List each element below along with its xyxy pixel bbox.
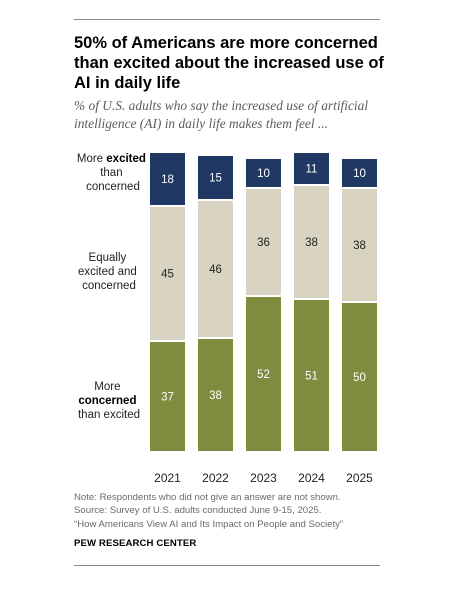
bar-excited-2025	[342, 159, 377, 187]
value-label-equally-2024: 38	[305, 237, 318, 249]
x-tick-label-2024: 2024	[298, 471, 325, 485]
value-label-excited-2022: 15	[209, 173, 222, 185]
value-label-excited-2021: 18	[161, 174, 174, 186]
report-title: “How Americans View AI and Its Impact on…	[74, 518, 344, 530]
x-tick-label-2022: 2022	[202, 471, 229, 485]
bar-concerned-2023	[246, 297, 281, 451]
value-label-equally-2025: 38	[353, 240, 366, 252]
bar-excited-2022	[198, 156, 233, 199]
row-label-excited: More excited than concerned	[77, 153, 149, 193]
value-label-excited-2025: 10	[353, 168, 366, 180]
value-label-equally-2022: 46	[209, 264, 222, 276]
value-label-equally-2021: 45	[161, 269, 174, 281]
bar-excited-2023	[246, 159, 281, 187]
value-label-concerned-2024: 51	[305, 371, 318, 383]
value-labels: 37 45 18 38 46 15 52 36 10 51 38 11 50 38 10	[161, 164, 366, 404]
bar-equally-2021	[150, 207, 185, 340]
bar-equally-2025	[342, 189, 377, 301]
value-label-equally-2023: 36	[257, 237, 270, 249]
note-text: Note: Respondents who did not give an an…	[74, 492, 341, 503]
source-text: Source: Survey of U.S. adults conducted …	[74, 505, 322, 517]
bottom-rule	[74, 565, 380, 566]
bar-equally-2023	[246, 189, 281, 295]
row-label-equally: Equally excited and concerned	[78, 252, 140, 292]
x-tick-label-2025: 2025	[346, 471, 373, 485]
chart-subtitle: % of U.S. adults who say the increased u…	[74, 98, 369, 131]
bar-excited-2021	[150, 153, 185, 205]
value-label-concerned-2021: 37	[161, 392, 174, 404]
pew-research-center-logo-text: PEW RESEARCH CENTER	[74, 538, 197, 549]
top-rule	[74, 19, 380, 20]
x-tick-label-2021: 2021	[154, 471, 181, 485]
value-label-concerned-2023: 52	[257, 369, 270, 381]
bars	[150, 153, 377, 451]
bar-equally-2024	[294, 186, 329, 298]
bar-equally-2022	[198, 201, 233, 337]
bar-concerned-2021	[150, 342, 185, 451]
bar-excited-2024	[294, 153, 329, 184]
x-tick-label-2023: 2023	[250, 471, 277, 485]
value-label-excited-2023: 10	[257, 168, 270, 180]
value-label-concerned-2022: 38	[209, 390, 222, 402]
x-axis-labels: 2021 2022 2023 2024 2025	[154, 471, 373, 485]
row-label-concerned: More concerned than excited	[78, 381, 140, 421]
bar-concerned-2022	[198, 339, 233, 451]
row-labels: More excited than concerned Equally exci…	[77, 153, 149, 421]
chart-title: 50% of Americans are more concerned than…	[74, 34, 384, 92]
value-label-concerned-2025: 50	[353, 372, 366, 384]
value-label-excited-2024: 11	[306, 164, 318, 176]
notes: Note: Respondents who did not give an an…	[74, 491, 384, 531]
bar-concerned-2025	[342, 303, 377, 451]
bar-concerned-2024	[294, 300, 329, 451]
